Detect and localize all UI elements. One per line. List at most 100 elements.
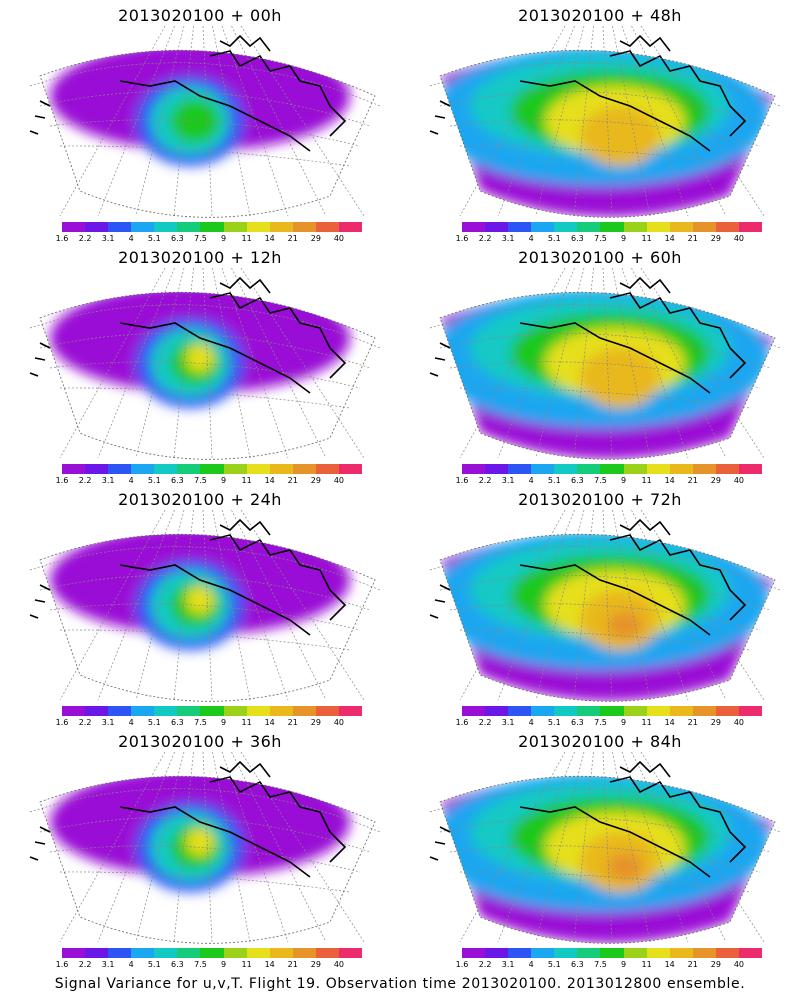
map-panel: 2013020100 + 24h 1.6 2.2 3.1 4 5.1 6.3 7.5 9 11 1… <box>0 484 400 727</box>
legend-swatch <box>623 948 647 958</box>
legend-swatch <box>485 222 509 232</box>
legend-swatch <box>669 706 693 716</box>
legend-swatch <box>531 948 555 958</box>
legend-label: 11 <box>241 476 252 485</box>
legend-swatch <box>485 706 509 716</box>
legend-swatch <box>108 706 132 716</box>
legend-label: 6.3 <box>171 476 184 485</box>
legend-swatch <box>223 948 247 958</box>
variance-map <box>29 268 381 460</box>
legend-label: 9 <box>220 960 227 969</box>
legend-label: 1.6 <box>455 718 469 727</box>
legend-label: 29 <box>710 718 721 727</box>
legend-swatch <box>577 948 601 958</box>
legend-swatch <box>338 948 363 958</box>
legend-label: 4 <box>128 960 134 969</box>
legend-label: 5.1 <box>147 234 161 243</box>
legend-label: 4 <box>528 960 534 969</box>
variance-map <box>29 510 381 702</box>
legend-swatch <box>554 706 578 716</box>
legend-swatch <box>246 222 270 232</box>
legend-swatch <box>669 464 693 474</box>
legend-label: 2.2 <box>78 234 92 243</box>
legend-label: 9 <box>620 960 627 969</box>
legend-swatch <box>508 222 532 232</box>
legend-label: 7.5 <box>594 476 607 485</box>
legend-label: 21 <box>687 476 698 485</box>
legend-label: 11 <box>641 960 652 969</box>
legend-swatch <box>292 948 316 958</box>
legend-label: 3.1 <box>501 234 515 243</box>
legend-swatch <box>692 222 716 232</box>
legend-label: 5.1 <box>547 234 561 243</box>
legend-swatch <box>315 222 339 232</box>
legend-swatch <box>577 464 601 474</box>
legend-swatch <box>292 222 316 232</box>
legend-label: 21 <box>287 960 298 969</box>
legend-swatch <box>646 464 670 474</box>
variance-map <box>429 26 781 218</box>
legend-label: 9 <box>220 234 227 243</box>
legend-swatch <box>623 464 647 474</box>
color-legend <box>62 464 363 474</box>
legend-swatch <box>646 222 670 232</box>
legend-label: 40 <box>333 718 345 727</box>
legend-label: 5.1 <box>147 718 161 727</box>
legend-label: 5.1 <box>547 476 561 485</box>
legend-swatch <box>62 948 86 958</box>
legend-label: 11 <box>241 718 252 727</box>
legend-swatch <box>315 948 339 958</box>
legend-label: 40 <box>733 960 745 969</box>
legend-label: 3.1 <box>101 476 115 485</box>
legend-label: 9 <box>620 476 627 485</box>
legend-swatch <box>223 706 247 716</box>
legend-swatch <box>715 222 739 232</box>
legend-labels: 1.6 2.2 3.1 4 5.1 6.3 7.5 9 11 14 21 29 40 <box>56 234 368 244</box>
legend-swatch <box>315 706 339 716</box>
legend-swatch <box>223 464 247 474</box>
legend-label: 14 <box>264 234 275 243</box>
legend-swatch <box>200 706 224 716</box>
map-panel: 2013020100 + 84h 1.6 2.2 3.1 4 5.1 6.3 7.5 9 11 1… <box>400 726 800 969</box>
panel-title: 2013020100 + 24h <box>118 490 282 509</box>
legend-swatch <box>554 222 578 232</box>
legend-label: 7.5 <box>194 960 207 969</box>
legend-swatch <box>462 706 486 716</box>
legend-swatch <box>600 948 624 958</box>
legend-swatch <box>338 464 363 474</box>
legend-label: 14 <box>664 960 675 969</box>
legend-label: 6.3 <box>571 960 584 969</box>
legend-swatch <box>85 948 109 958</box>
legend-swatch <box>177 464 201 474</box>
legend-swatch <box>508 464 532 474</box>
legend-swatch <box>531 464 555 474</box>
legend-label: 29 <box>710 234 721 243</box>
legend-swatch <box>269 706 293 716</box>
legend-swatch <box>154 222 178 232</box>
legend-label: 4 <box>128 234 134 243</box>
legend-label: 2.2 <box>478 234 492 243</box>
legend-swatch <box>554 464 578 474</box>
legend-label: 11 <box>641 234 652 243</box>
legend-label: 3.1 <box>501 718 515 727</box>
legend-swatch <box>85 706 109 716</box>
legend-swatch <box>108 464 132 474</box>
legend-swatch <box>269 464 293 474</box>
legend-label: 29 <box>310 718 321 727</box>
legend-label: 5.1 <box>547 718 561 727</box>
legend-labels: 1.6 2.2 3.1 4 5.1 6.3 7.5 9 11 14 21 29 40 <box>56 718 368 728</box>
legend-label: 2.2 <box>478 718 492 727</box>
legend-label: 14 <box>264 960 275 969</box>
legend-labels: 1.6 2.2 3.1 4 5.1 6.3 7.5 9 11 14 21 29 40 <box>456 718 768 728</box>
legend-swatch <box>577 706 601 716</box>
legend-label: 29 <box>710 476 721 485</box>
legend-label: 21 <box>687 960 698 969</box>
legend-swatch <box>646 706 670 716</box>
map-panel: 2013020100 + 00h 1.6 2.2 3.1 4 5.1 6.3 7.5 9 11 1… <box>0 0 400 243</box>
map-panel: 2013020100 + 72h 1.6 2.2 3.1 4 5.1 6.3 7.5 9 11 1… <box>400 484 800 727</box>
panel-title: 2013020100 + 48h <box>518 6 682 25</box>
legend-swatch <box>85 222 109 232</box>
legend-swatch <box>315 464 339 474</box>
legend-label: 40 <box>333 960 345 969</box>
legend-label: 7.5 <box>194 476 207 485</box>
